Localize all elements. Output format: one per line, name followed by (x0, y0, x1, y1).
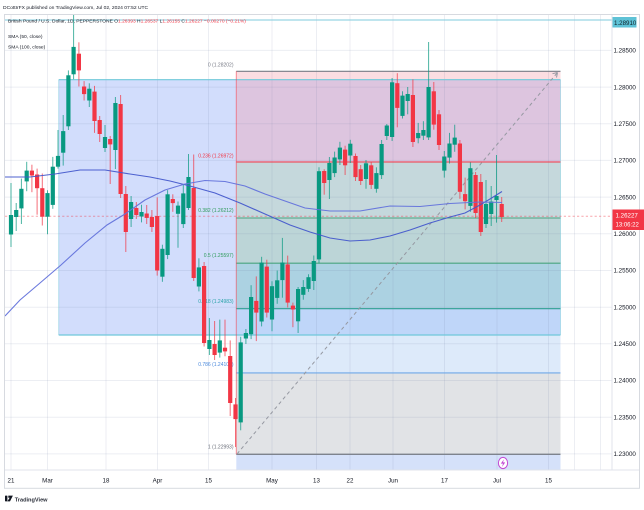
svg-text:1.28500: 1.28500 (614, 48, 637, 55)
svg-text:13: 13 (313, 478, 320, 485)
svg-text:1.27500: 1.27500 (614, 121, 637, 128)
svg-text:Mar: Mar (42, 478, 53, 485)
svg-text:May: May (266, 478, 279, 485)
svg-text:1.23500: 1.23500 (614, 414, 637, 421)
svg-text:1.24000: 1.24000 (614, 378, 637, 385)
svg-text:0.5 (1.25597): 0.5 (1.25597) (204, 253, 234, 259)
svg-text:SMA (100, close): SMA (100, close) (8, 45, 46, 51)
svg-text:0.382 (1.26212): 0.382 (1.26212) (198, 208, 234, 214)
svg-text:0.786 (1.24108): 0.786 (1.24108) (198, 362, 234, 368)
svg-text:18: 18 (103, 478, 110, 485)
svg-text:1.26000: 1.26000 (614, 231, 637, 238)
svg-text:22: 22 (347, 478, 354, 485)
svg-text:1.26500: 1.26500 (614, 194, 637, 201)
svg-text:17: 17 (441, 478, 448, 485)
svg-text:0.618 (1.24983): 0.618 (1.24983) (198, 299, 234, 305)
svg-text:DCottIrFX published on Trading: DCottIrFX published on TradingView.com, … (3, 5, 149, 11)
svg-text:1.25500: 1.25500 (614, 268, 637, 275)
svg-text:1.28000: 1.28000 (614, 84, 637, 91)
svg-text:Jun: Jun (388, 478, 399, 485)
svg-text:Apr: Apr (153, 478, 163, 485)
svg-text:13:06:22: 13:06:22 (616, 222, 640, 228)
svg-text:SMA (50, close): SMA (50, close) (8, 34, 43, 40)
svg-text:1 (1.22993): 1 (1.22993) (208, 445, 234, 451)
svg-text:15: 15 (545, 478, 552, 485)
svg-text:British Pound / U.S. Dollar, 1: British Pound / U.S. Dollar, 1D, PEPPERS… (8, 19, 246, 25)
svg-text:0 (1.28202): 0 (1.28202) (208, 63, 234, 69)
svg-text:15: 15 (205, 478, 212, 485)
svg-text:Jul: Jul (493, 478, 501, 485)
svg-text:1.25000: 1.25000 (614, 304, 637, 311)
svg-text:1.24500: 1.24500 (614, 341, 637, 348)
svg-text:1.28910: 1.28910 (614, 20, 637, 27)
svg-text:1.27000: 1.27000 (614, 158, 637, 165)
svg-text:TradingView: TradingView (15, 497, 48, 503)
svg-text:1.23000: 1.23000 (614, 451, 637, 458)
svg-text:0.236 (1.26972): 0.236 (1.26972) (198, 154, 234, 160)
svg-text:21: 21 (8, 478, 15, 485)
svg-text:1.26227: 1.26227 (616, 212, 639, 219)
